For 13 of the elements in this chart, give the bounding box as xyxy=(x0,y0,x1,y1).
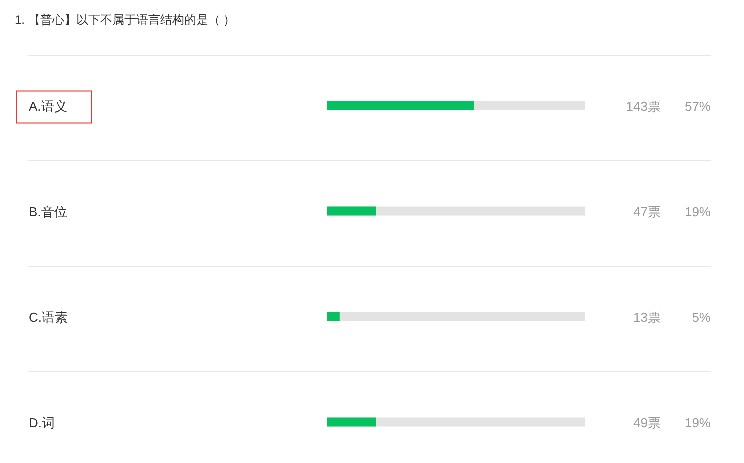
annotation: 143票 xyxy=(626,98,661,114)
annotation: 49票 xyxy=(634,415,661,430)
category-label: C.语素 xyxy=(29,310,68,325)
value-label: 19% xyxy=(684,204,711,220)
category-label: B.音位 xyxy=(29,204,68,220)
title: 1. 【普心】以下不属于语言结构的是（ ） xyxy=(15,13,236,27)
annotation: 13票 xyxy=(634,310,661,325)
value-label: 19% xyxy=(684,415,711,430)
annotation: 47票 xyxy=(634,204,661,220)
category-label: D.词 xyxy=(29,415,55,430)
category-label: A.语义 xyxy=(29,98,68,114)
value-label: 5% xyxy=(692,310,711,325)
value-label: 57% xyxy=(684,98,711,114)
